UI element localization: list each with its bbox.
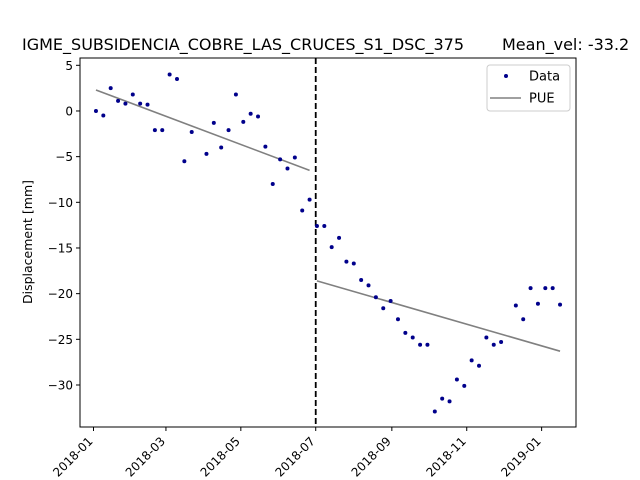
data-point <box>381 306 386 311</box>
data-point <box>351 261 356 266</box>
data-point <box>263 144 268 149</box>
y-tick-label: −10 <box>48 196 73 210</box>
data-point <box>366 283 371 288</box>
data-point <box>307 197 312 202</box>
data-point <box>440 396 445 401</box>
data-point <box>182 159 187 164</box>
data-point <box>226 128 231 133</box>
data-point <box>278 157 283 162</box>
data-point <box>204 151 209 156</box>
data-point <box>491 342 496 347</box>
y-tick-label: −15 <box>48 241 73 255</box>
data-point <box>484 335 489 340</box>
y-tick-label: 5 <box>65 59 73 73</box>
data-point <box>292 155 297 160</box>
x-tick-label: 2018-03 <box>123 434 168 479</box>
data-point <box>513 303 518 308</box>
plot-area: 5 0 −5 −10 −15 −20 −25 −30 2018-01 2018-03 2018-05… <box>48 57 577 480</box>
data-point <box>248 111 253 116</box>
data-point <box>152 128 157 133</box>
data-point <box>543 286 548 291</box>
x-tick-label: 2018-05 <box>198 434 243 479</box>
data-point <box>344 259 349 264</box>
data-point <box>189 129 194 134</box>
data-point <box>558 302 563 307</box>
pue-line-segment <box>316 280 561 352</box>
data-point <box>130 92 135 97</box>
data-point <box>219 145 224 150</box>
data-point <box>314 224 319 229</box>
axes-frame <box>79 57 577 428</box>
data-point <box>123 101 128 106</box>
data-point <box>270 182 275 187</box>
data-point <box>418 342 423 347</box>
data-point <box>241 119 246 124</box>
y-tick-label: −20 <box>48 287 73 301</box>
y-tick-label: 0 <box>65 104 73 118</box>
legend-label-data: Data <box>529 70 560 85</box>
data-point <box>499 340 504 345</box>
data-point <box>329 245 334 250</box>
legend-label-pue: PUE <box>529 92 555 107</box>
data-point <box>300 208 305 213</box>
x-tick-label: 2018-11 <box>423 434 468 479</box>
data-point <box>447 399 452 404</box>
x-tick-label: 2018-07 <box>272 434 317 479</box>
data-point <box>462 383 467 388</box>
data-point <box>145 102 150 107</box>
data-point <box>101 113 106 118</box>
legend-marker-data <box>504 74 508 78</box>
data-point <box>550 286 555 291</box>
data-point <box>359 277 364 282</box>
data-point <box>454 377 459 382</box>
data-point <box>410 335 415 340</box>
data-point <box>403 330 408 335</box>
chart-subtitle: Mean_vel: -33.2 <box>502 35 629 55</box>
data-point <box>528 286 533 291</box>
x-tick-label: 2019-01 <box>498 434 543 479</box>
y-tick-label: −30 <box>48 378 73 392</box>
data-point <box>93 108 98 113</box>
legend: Data PUE <box>486 64 571 112</box>
data-point <box>388 298 393 303</box>
data-point <box>337 235 342 240</box>
y-tick-label: −5 <box>55 150 73 164</box>
data-point <box>322 224 327 229</box>
chart-title: IGME_SUBSIDENCIA_COBRE_LAS_CRUCES_S1_DSC… <box>22 35 464 55</box>
y-tick-label: −25 <box>48 333 73 347</box>
data-point <box>160 128 165 133</box>
data-point <box>167 72 172 77</box>
pue-line-segment <box>95 89 310 172</box>
data-point <box>373 295 378 300</box>
data-point <box>174 77 179 82</box>
data-point <box>116 98 121 103</box>
data-point <box>521 317 526 322</box>
data-point <box>469 358 474 363</box>
data-point <box>233 92 238 97</box>
data-point <box>138 101 143 106</box>
data-point <box>432 409 437 414</box>
data-point <box>477 363 482 368</box>
data-point <box>395 317 400 322</box>
y-axis-label: Displacement [mm] <box>20 180 35 304</box>
x-tick-label: 2018-09 <box>349 434 394 479</box>
data-point <box>535 301 540 306</box>
x-tick-label: 2018-01 <box>50 434 95 479</box>
data-point <box>256 114 261 119</box>
data-point <box>211 120 216 125</box>
data-point <box>425 342 430 347</box>
data-point <box>108 86 113 91</box>
data-point <box>285 166 290 171</box>
